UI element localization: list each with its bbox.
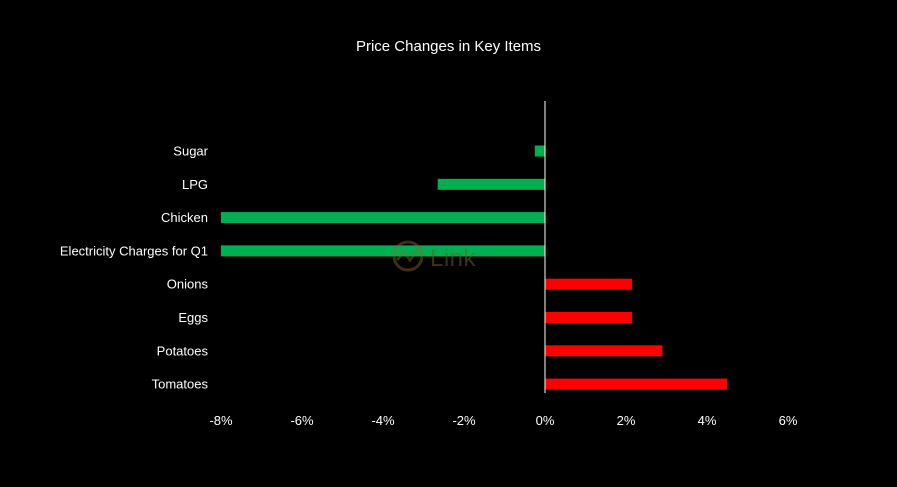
- category-label: Eggs: [178, 310, 208, 325]
- bars-group: [221, 145, 728, 390]
- x-tick-label: 6%: [779, 413, 798, 428]
- x-tick-label: -6%: [290, 413, 314, 428]
- bar-onions: [545, 278, 633, 290]
- watermark-logo-icon: [392, 240, 424, 272]
- category-labels: Sugar LPG Chicken Electricity Charges for Q…: [60, 144, 209, 392]
- category-label: Potatoes: [157, 343, 209, 358]
- category-label: Onions: [167, 277, 209, 292]
- category-label: Sugar: [173, 144, 208, 159]
- chart-title: Price Changes in Key Items: [355, 38, 542, 55]
- bar-electricity-charges-for-q1: [221, 245, 545, 257]
- bar-potatoes: [545, 345, 663, 357]
- x-tick-label: 4%: [698, 413, 717, 428]
- x-tick-label: 0%: [536, 413, 555, 428]
- bar-tomatoes: [545, 378, 728, 390]
- x-tick-label: -4%: [371, 413, 395, 428]
- category-label: Electricity Charges for Q1: [60, 243, 208, 258]
- x-tick-label: -2%: [452, 413, 476, 428]
- x-tick-label: 2%: [617, 413, 636, 428]
- category-label: LPG: [182, 177, 208, 192]
- bar-chicken: [221, 212, 545, 224]
- x-tick-label: -8%: [209, 413, 233, 428]
- x-tick-labels: -8% -6% -4% -2% 0% 2% 4% 6%: [209, 413, 797, 428]
- bar-eggs: [545, 312, 633, 323]
- watermark-text: Link: [430, 245, 477, 272]
- bar-sugar: [534, 145, 545, 157]
- bar-lpg: [437, 178, 545, 190]
- category-label: Chicken: [161, 210, 208, 225]
- category-label: Tomatoes: [152, 377, 209, 392]
